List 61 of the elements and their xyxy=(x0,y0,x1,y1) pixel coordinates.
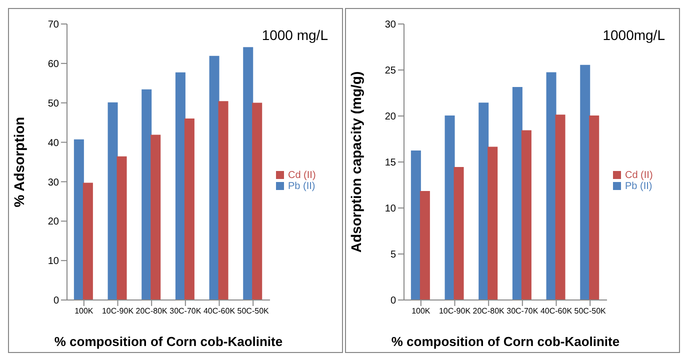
bar xyxy=(218,101,228,300)
bar xyxy=(74,139,84,300)
y-tick-label: 60 xyxy=(48,58,60,70)
bar xyxy=(108,102,118,300)
x-tick-label: 10C-90K xyxy=(438,306,472,316)
bar xyxy=(444,116,455,300)
bar xyxy=(555,114,566,300)
bar xyxy=(521,130,532,300)
bar xyxy=(175,72,186,300)
y-tick-label: 40 xyxy=(48,138,60,149)
bar xyxy=(478,102,489,300)
x-tick-label: 100K xyxy=(74,306,94,316)
y-tick-label: 30 xyxy=(384,20,396,31)
legend-label: Pb (II) xyxy=(288,180,316,192)
y-tick-label: 20 xyxy=(48,216,60,228)
x-tick-label: 50C-50K xyxy=(237,306,270,316)
y-tick-label: 15 xyxy=(384,158,396,169)
y-tick-label: 30 xyxy=(48,177,60,188)
x-tick-label: 40C-60K xyxy=(203,306,236,316)
y-tick-label: 10 xyxy=(384,204,396,215)
x-tick-label: 20C-80K xyxy=(472,306,506,316)
x-tick-label: 30C-70K xyxy=(170,306,202,316)
x-tick-label: 50C-50K xyxy=(574,306,607,316)
x-tick-label: 40C-60K xyxy=(540,306,573,316)
legend-label: Pb (II) xyxy=(625,180,652,192)
bar xyxy=(116,156,127,300)
bar xyxy=(420,190,430,300)
y-tick-label: 0 xyxy=(53,296,60,307)
legend-label: Cd (II) xyxy=(625,170,653,180)
y-tick-label: 5 xyxy=(390,250,396,261)
x-tick-label: 10C-90K xyxy=(102,306,134,316)
bar xyxy=(184,118,194,300)
bar xyxy=(488,146,498,300)
annotation: 1000mg/L xyxy=(602,27,665,43)
bar xyxy=(209,56,220,300)
bar xyxy=(252,102,262,300)
y-tick-label: 20 xyxy=(384,112,396,123)
bar xyxy=(150,134,161,300)
y-tick-label: 25 xyxy=(384,66,396,77)
bar xyxy=(454,167,464,300)
y-tick-label: 10 xyxy=(48,256,60,268)
y-tick-label: 0 xyxy=(390,296,396,307)
y-axis-title: % Adsorption xyxy=(10,116,27,208)
y-axis-title: Adsorption capacity (mg/g) xyxy=(348,71,364,253)
bar xyxy=(243,47,254,300)
bar xyxy=(580,64,590,300)
x-tick-label: 100K xyxy=(412,306,431,316)
bar xyxy=(512,86,522,300)
bar xyxy=(589,116,600,300)
x-axis-title: % composition of Corn cob-Kaolinite xyxy=(54,334,283,349)
annotation: 1000 mg/L xyxy=(262,27,328,43)
x-tick-label: 30C-70K xyxy=(506,306,539,316)
legend-label: Cd (II) xyxy=(288,170,316,180)
bar xyxy=(546,72,556,300)
x-tick-label: 20C-80K xyxy=(136,306,168,316)
y-tick-label: 70 xyxy=(48,20,60,31)
bar xyxy=(82,182,93,300)
bar xyxy=(410,150,421,300)
y-tick-label: 50 xyxy=(48,98,60,110)
bar xyxy=(142,89,152,300)
x-axis-title: % composition of Corn cob-Kaolinite xyxy=(391,334,620,349)
